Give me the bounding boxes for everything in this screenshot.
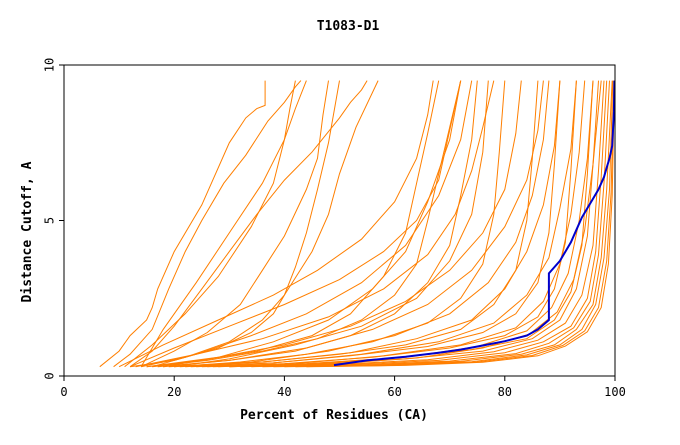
series-line-30	[201, 80, 586, 368]
series-line-25	[129, 80, 462, 368]
series-line-36	[163, 80, 462, 368]
chart-title: T1083-D1	[317, 19, 380, 34]
series-line-26	[157, 80, 544, 368]
x-tick-label: 40	[277, 385, 291, 399]
series-line-1	[113, 80, 302, 368]
highlight-series-line	[333, 80, 616, 367]
y-tick-label: 5	[43, 217, 57, 224]
series-line-21	[306, 80, 615, 368]
series-line-28	[179, 80, 561, 368]
series-line-22	[146, 80, 522, 368]
x-tick-label: 60	[387, 385, 401, 399]
series-line-17	[262, 80, 610, 368]
series-line-18	[273, 80, 613, 368]
x-tick-label: 20	[167, 385, 181, 399]
series-line-37	[174, 80, 489, 368]
series-line-24	[118, 80, 434, 368]
series-line-11	[196, 80, 561, 368]
series-line-16	[251, 80, 608, 368]
series-line-12	[207, 80, 577, 368]
x-tick-label: 100	[604, 385, 626, 399]
series-line-8	[163, 80, 478, 368]
series-line-0	[99, 80, 266, 368]
y-axis-label: Distance Cutoff, A	[20, 161, 35, 302]
series-line-6	[146, 80, 440, 368]
series-layer	[99, 80, 616, 368]
axis-layer: 0 20 40 60 80 100 0 5 10	[43, 58, 626, 399]
series-line-23	[135, 80, 495, 368]
series-line-29	[190, 80, 577, 368]
series-line-32	[229, 80, 602, 368]
y-tick-label: 0	[43, 372, 57, 379]
series-line-33	[140, 80, 307, 367]
series-line-7	[152, 80, 462, 368]
series-line-5	[140, 80, 379, 368]
series-line-2	[129, 80, 368, 368]
series-line-9	[174, 80, 506, 368]
series-line-15	[240, 80, 605, 368]
series-line-19	[284, 80, 614, 368]
series-line-35	[152, 80, 473, 368]
x-tick-label: 80	[498, 385, 512, 399]
series-line-27	[168, 80, 550, 368]
x-tick-label: 0	[60, 385, 67, 399]
series-line-34	[124, 80, 296, 368]
series-line-31	[212, 80, 594, 368]
y-tick-label: 10	[43, 58, 57, 72]
x-axis-label: Percent of Residues (CA)	[240, 408, 428, 423]
